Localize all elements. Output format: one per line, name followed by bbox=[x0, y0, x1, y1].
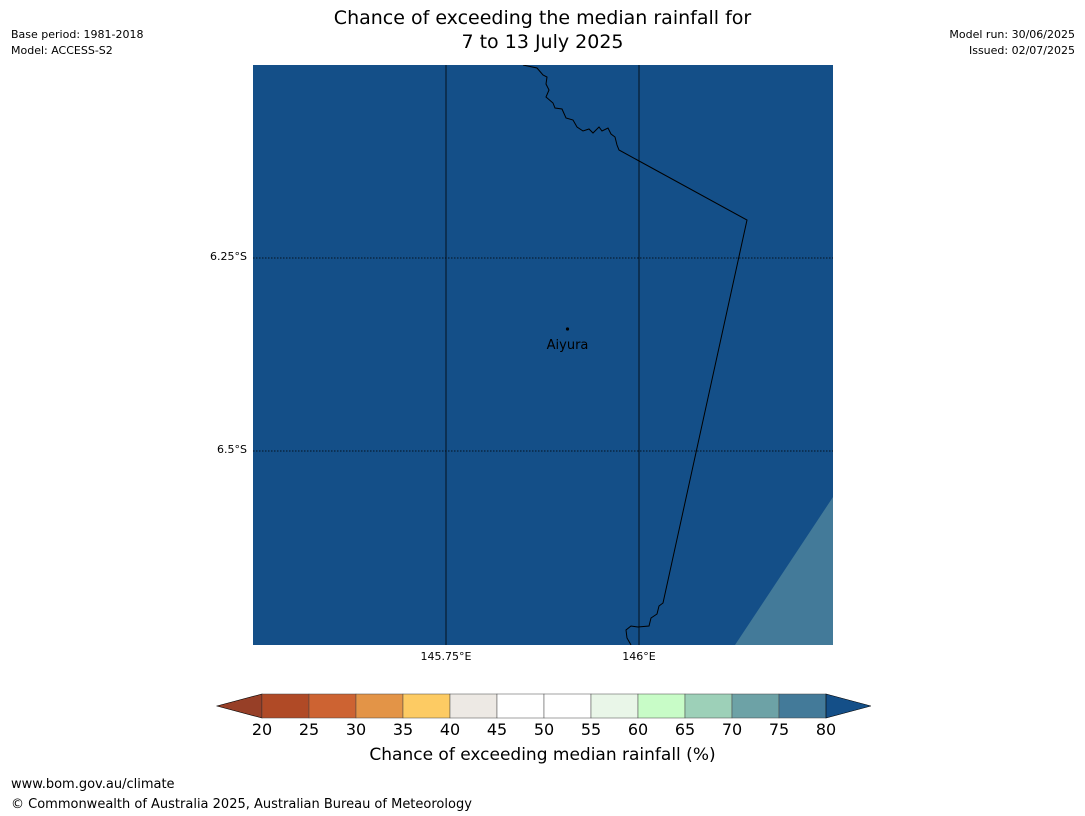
province-border bbox=[522, 65, 748, 645]
colorbar-segment bbox=[684, 693, 733, 719]
rainfall-map: Aiyura bbox=[253, 65, 833, 645]
metadata-right: Model run: 30/06/2025 Issued: 02/07/2025 bbox=[949, 27, 1075, 59]
colorbar-segment bbox=[731, 693, 780, 719]
chart-title: Chance of exceeding the median rainfall … bbox=[0, 6, 1085, 54]
colorbar-segment bbox=[637, 693, 686, 719]
title-line-1: Chance of exceeding the median rainfall … bbox=[333, 7, 752, 29]
colorbar-tick-label: 75 bbox=[768, 720, 790, 739]
lon-label-145.75: 145.75°E bbox=[420, 650, 472, 663]
footer: www.bom.gov.au/climate © Commonwealth of… bbox=[11, 775, 472, 815]
colorbar-tick-label: 40 bbox=[439, 720, 461, 739]
colorbar-over-arrow bbox=[825, 693, 871, 719]
colorbar-tick-label: 30 bbox=[345, 720, 367, 739]
colorbar-tick-label: 45 bbox=[486, 720, 508, 739]
lat-label-6.25: 6.25°S bbox=[210, 250, 247, 263]
colorbar-tick-label: 20 bbox=[251, 720, 273, 739]
colorbar-tick-label: 70 bbox=[721, 720, 743, 739]
colorbar-segment bbox=[402, 693, 451, 719]
map-background-fill bbox=[253, 65, 833, 645]
colorbar-segment bbox=[449, 693, 498, 719]
colorbar-tick-label: 55 bbox=[580, 720, 602, 739]
website-link[interactable]: www.bom.gov.au/climate bbox=[11, 777, 175, 792]
colorbar-segment bbox=[496, 693, 545, 719]
colorbar-tick-label: 35 bbox=[392, 720, 414, 739]
colorbar bbox=[215, 693, 871, 719]
base-period-text: Base period: 1981-2018 bbox=[11, 28, 144, 41]
colorbar-segment bbox=[261, 693, 310, 719]
colorbar-segment bbox=[308, 693, 357, 719]
lat-label-6.5: 6.5°S bbox=[217, 443, 247, 456]
colorbar-segment bbox=[543, 693, 592, 719]
map-lower-probability-fill bbox=[735, 497, 833, 645]
aiyura-marker bbox=[565, 327, 570, 331]
colorbar-under-arrow bbox=[215, 693, 263, 719]
title-line-2: 7 to 13 July 2025 bbox=[461, 31, 624, 53]
colorbar-tick-label: 60 bbox=[627, 720, 649, 739]
aiyura-label: Aiyura bbox=[547, 338, 589, 353]
model-run-text: Model run: 30/06/2025 bbox=[949, 28, 1075, 41]
metadata-left: Base period: 1981-2018 Model: ACCESS-S2 bbox=[11, 27, 143, 59]
colorbar-tick-label: 50 bbox=[533, 720, 555, 739]
colorbar-tick-label: 80 bbox=[815, 720, 837, 739]
colorbar-tick-label: 65 bbox=[674, 720, 696, 739]
colorbar-segment bbox=[590, 693, 639, 719]
colorbar-label: Chance of exceeding median rainfall (%) bbox=[369, 745, 716, 765]
colorbar-segment bbox=[778, 693, 827, 719]
copyright-text: © Commonwealth of Australia 2025, Austra… bbox=[11, 797, 472, 812]
issued-text: Issued: 02/07/2025 bbox=[968, 44, 1075, 57]
colorbar-ticks: 20 25 30 35 40 45 50 55 60 65 70 75 80 bbox=[0, 720, 1085, 740]
colorbar-tick-label: 25 bbox=[298, 720, 320, 739]
model-text: Model: ACCESS-S2 bbox=[11, 44, 113, 57]
colorbar-segment bbox=[355, 693, 404, 719]
lon-label-146: 146°E bbox=[622, 650, 656, 663]
